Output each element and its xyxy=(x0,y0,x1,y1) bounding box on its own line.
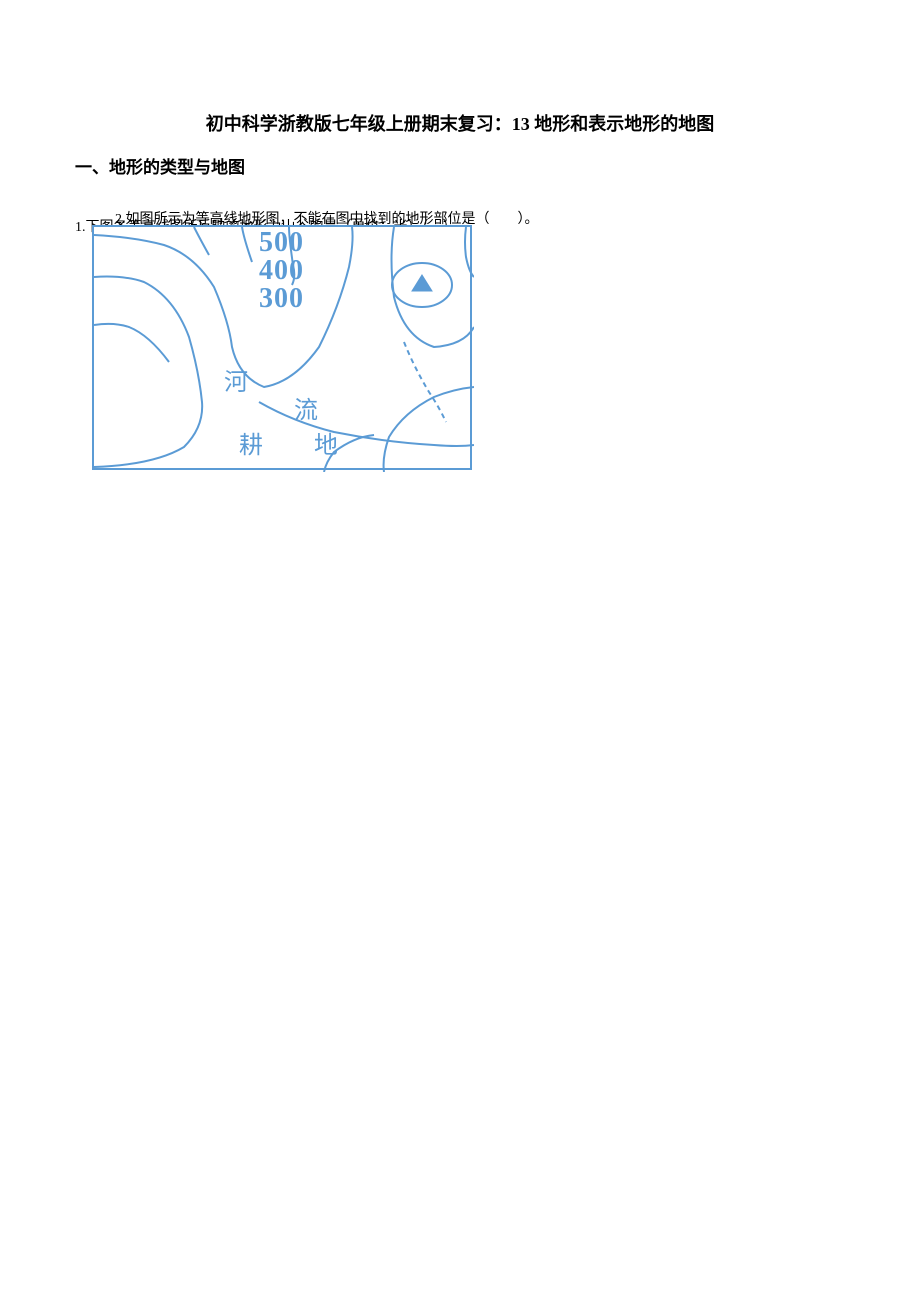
section-heading-text: 一、地形的类型与地图 xyxy=(75,158,245,177)
river-label-2: 流 xyxy=(294,390,318,425)
river-label-1: 河 xyxy=(224,362,248,397)
title-text: 初中科学浙教版七年级上册期末复习：13 地形和表示地形的地图 xyxy=(206,114,715,134)
contour-label-300: 300 xyxy=(259,283,304,315)
farmland-label-2: 地 xyxy=(314,425,338,460)
contour-map: 500 400 300 河 流 耕 地 xyxy=(92,225,472,470)
page-title: 初中科学浙教版七年级上册期末复习：13 地形和表示地形的地图 xyxy=(0,110,920,136)
farmland-label-1: 耕 xyxy=(239,425,263,460)
section-heading: 一、地形的类型与地图 xyxy=(75,153,245,178)
